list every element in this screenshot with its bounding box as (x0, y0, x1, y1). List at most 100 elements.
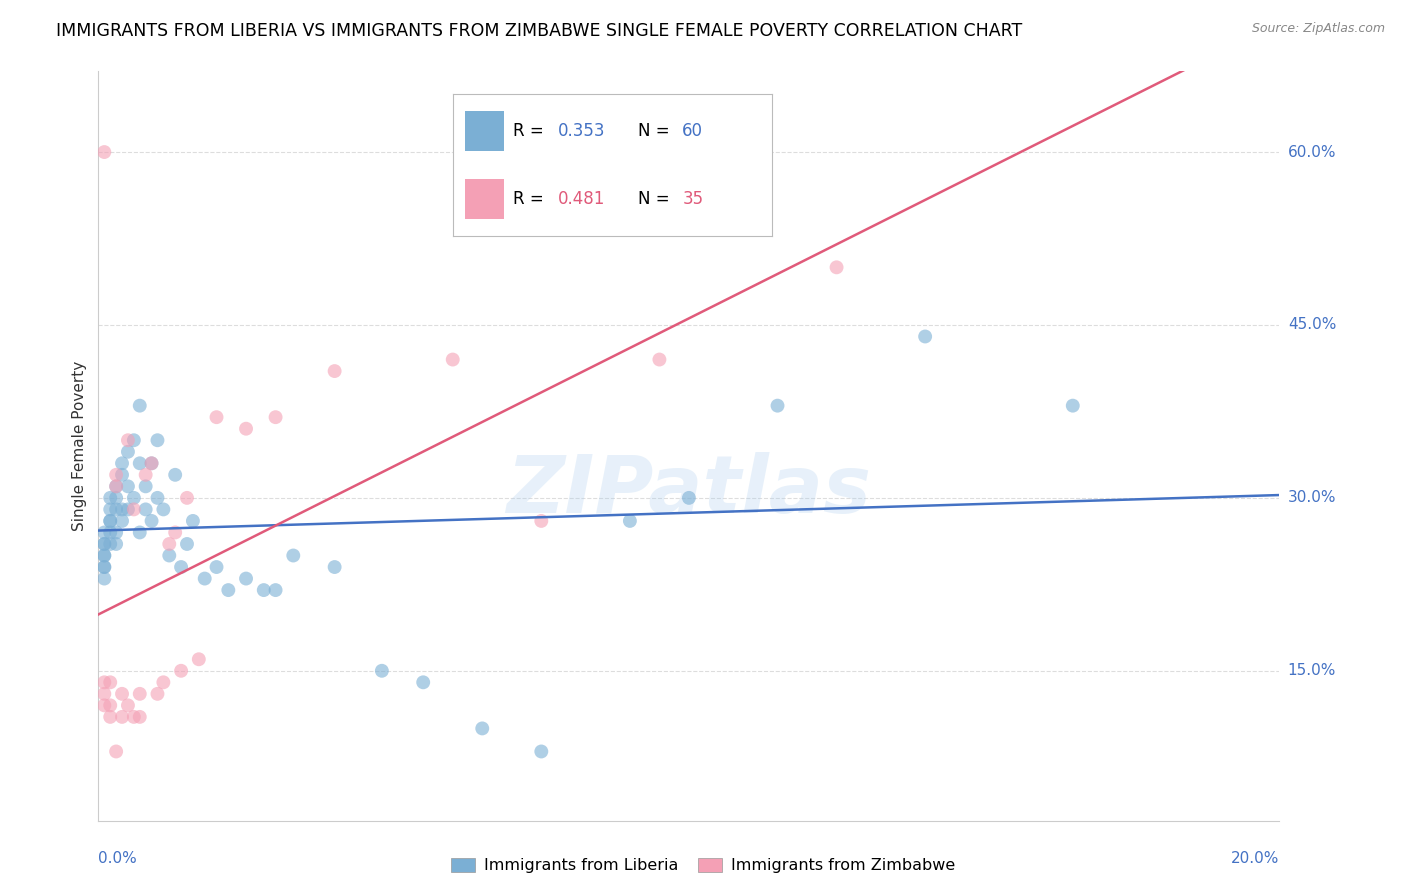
Point (283, 549, 305, 563)
Point (122, 502, 145, 516)
Point (122, 491, 145, 505)
Point (111, 514, 134, 528)
Point (323, 560, 346, 574)
Point (146, 491, 169, 505)
Point (323, 364, 346, 378)
Point (141, 456, 163, 470)
Point (93, 525, 115, 540)
Point (441, 352, 464, 367)
Point (111, 467, 134, 482)
Point (146, 687, 169, 701)
Text: 15.0%: 15.0% (1288, 664, 1336, 678)
Point (111, 710, 134, 724)
Point (766, 399, 789, 413)
Legend: Immigrants from Liberia, Immigrants from Zimbabwe: Immigrants from Liberia, Immigrants from… (444, 851, 962, 880)
Text: 60.0%: 60.0% (1288, 145, 1336, 160)
Point (105, 525, 128, 540)
Y-axis label: Single Female Poverty: Single Female Poverty (72, 361, 87, 531)
Point (105, 491, 128, 505)
Point (105, 467, 128, 482)
Point (98, 698, 121, 713)
Point (678, 491, 700, 505)
Point (98, 537, 121, 551)
Text: 45.0%: 45.0% (1288, 318, 1336, 333)
Point (217, 583, 239, 598)
Point (187, 652, 209, 666)
Point (105, 744, 128, 758)
Point (105, 537, 128, 551)
Point (93, 560, 115, 574)
Point (93, 572, 115, 586)
Point (648, 352, 671, 367)
Text: IMMIGRANTS FROM LIBERIA VS IMMIGRANTS FROM ZIMBABWE SINGLE FEMALE POVERTY CORREL: IMMIGRANTS FROM LIBERIA VS IMMIGRANTS FR… (56, 22, 1022, 40)
Point (165, 525, 187, 540)
Point (170, 664, 193, 678)
Point (93, 687, 115, 701)
Text: 0.0%: 0.0% (98, 851, 138, 866)
Point (181, 514, 204, 528)
Point (264, 583, 287, 598)
Point (117, 698, 139, 713)
Point (264, 410, 287, 425)
Point (141, 456, 163, 470)
Point (98, 491, 121, 505)
Point (914, 329, 936, 343)
Point (1062, 399, 1084, 413)
Point (128, 687, 150, 701)
Point (135, 479, 157, 493)
Point (152, 675, 174, 690)
Point (98, 525, 121, 540)
Point (157, 549, 180, 563)
Point (128, 399, 150, 413)
Point (111, 687, 134, 701)
Point (371, 664, 394, 678)
Point (619, 514, 641, 528)
Point (170, 560, 193, 574)
Point (235, 572, 257, 586)
Text: 20.0%: 20.0% (1232, 851, 1279, 866)
Point (128, 710, 150, 724)
Point (235, 422, 257, 436)
Point (122, 710, 145, 724)
Point (152, 502, 174, 516)
Point (111, 502, 134, 516)
Point (93, 549, 115, 563)
Point (530, 744, 553, 758)
Point (176, 491, 198, 505)
Point (122, 434, 145, 448)
Point (93, 549, 115, 563)
Point (117, 444, 139, 458)
Text: Source: ZipAtlas.com: Source: ZipAtlas.com (1251, 22, 1385, 36)
Point (165, 467, 187, 482)
Point (93, 698, 115, 713)
Point (93, 145, 115, 159)
Point (117, 479, 139, 493)
Point (176, 537, 198, 551)
Text: ZIPatlas: ZIPatlas (506, 452, 872, 530)
Point (146, 434, 169, 448)
Point (93, 537, 115, 551)
Point (98, 710, 121, 724)
Point (253, 583, 276, 598)
Point (205, 410, 228, 425)
Point (135, 502, 157, 516)
Point (93, 537, 115, 551)
Point (135, 467, 157, 482)
Point (412, 675, 434, 690)
Point (98, 675, 121, 690)
Point (117, 434, 139, 448)
Point (141, 514, 163, 528)
Point (471, 722, 494, 736)
Point (98, 514, 121, 528)
Point (93, 560, 115, 574)
Point (93, 675, 115, 690)
Point (105, 479, 128, 493)
Point (128, 525, 150, 540)
Text: 30.0%: 30.0% (1288, 491, 1336, 506)
Point (98, 502, 121, 516)
Point (825, 260, 848, 275)
Point (205, 560, 228, 574)
Point (105, 479, 128, 493)
Point (98, 514, 121, 528)
Point (117, 502, 139, 516)
